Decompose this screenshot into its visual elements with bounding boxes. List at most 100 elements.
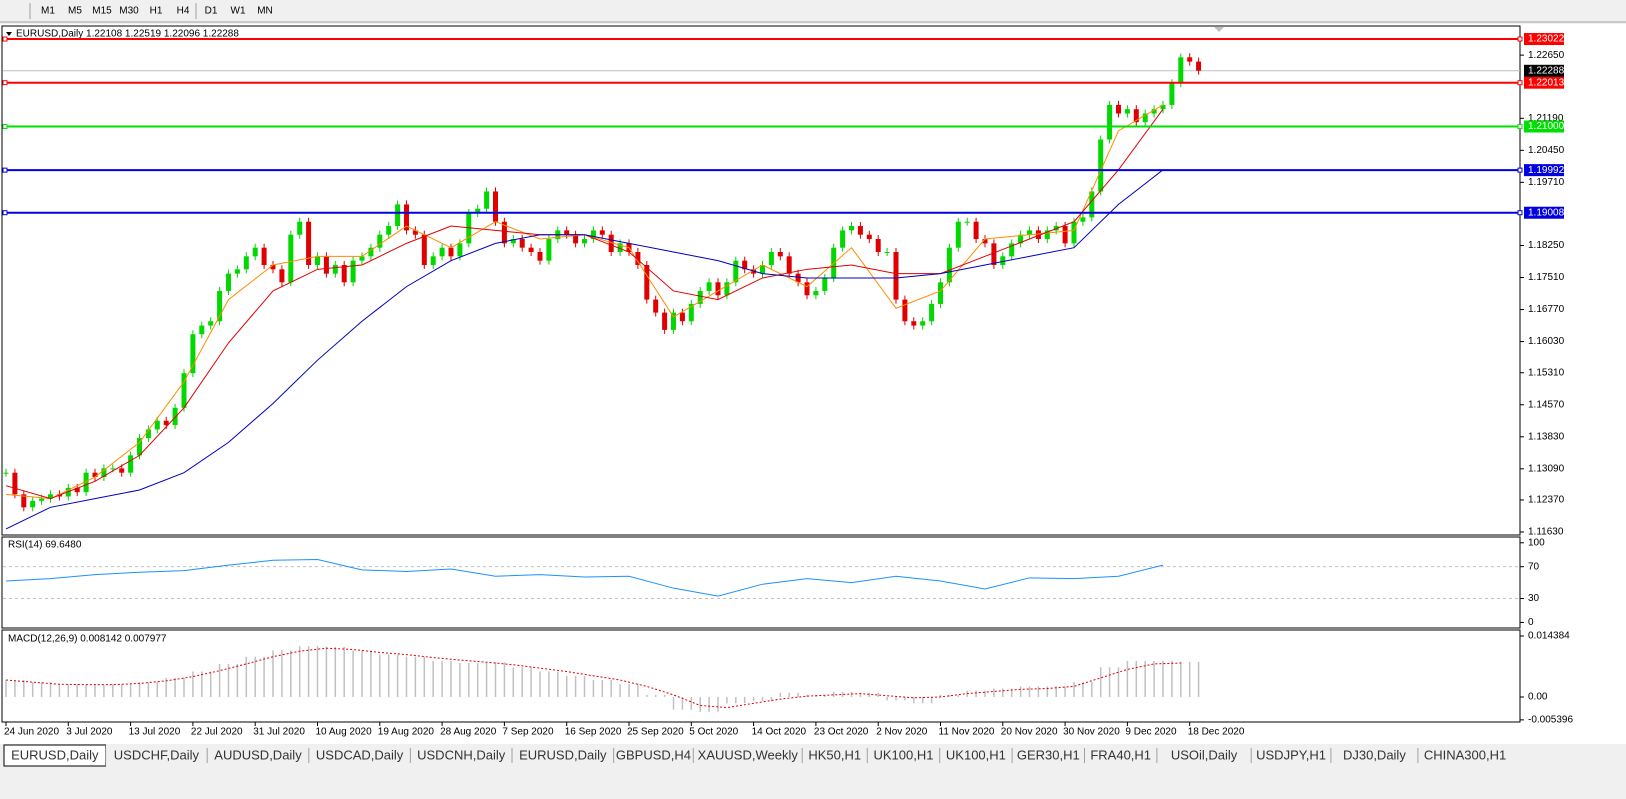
timeframe-label: MN — [257, 6, 273, 17]
x-tick-label: 28 Aug 2020 — [440, 727, 497, 738]
current-price-label: 1.22288 — [1528, 65, 1565, 76]
candle — [688, 303, 694, 322]
candle — [252, 247, 258, 257]
chart-tab[interactable]: EURUSD,Daily — [511, 745, 614, 766]
chart-tab[interactable]: FRA40,H1 — [1084, 745, 1157, 766]
candle — [929, 303, 935, 322]
candle — [74, 487, 80, 493]
tab-label: UK100,H1 — [946, 747, 1006, 762]
candle — [386, 226, 392, 235]
candle — [795, 273, 801, 283]
candle — [644, 264, 650, 300]
candle — [822, 277, 828, 291]
y-tick-label: 1.22650 — [1528, 50, 1565, 61]
candle — [501, 221, 507, 244]
candle — [582, 239, 587, 244]
timeframe-button[interactable]: W1 — [231, 6, 246, 17]
tab-box — [308, 745, 411, 766]
candle — [297, 221, 303, 235]
x-tick-label: 25 Sep 2020 — [627, 727, 684, 738]
candle — [857, 226, 863, 235]
candle — [715, 282, 721, 296]
candle — [261, 247, 267, 265]
timeframe-button[interactable]: M1 — [41, 6, 55, 17]
candle — [199, 325, 205, 335]
level-label-box — [1524, 206, 1564, 219]
tab-box — [1251, 745, 1331, 766]
timeframe-button[interactable]: MN — [257, 6, 273, 17]
chart-tab[interactable]: EURUSD,Daily — [3, 744, 107, 767]
tab-box — [867, 745, 940, 766]
y-tick-label: 1.18250 — [1528, 240, 1565, 251]
level-handle — [1517, 124, 1523, 130]
chart-tab[interactable]: USOil,Daily — [1156, 745, 1252, 766]
candle — [813, 290, 819, 296]
timeframe-button[interactable]: M15 — [92, 6, 112, 17]
chart-tab[interactable]: HK50,H1 — [801, 745, 868, 766]
y-tick-label: 1.21190 — [1528, 113, 1564, 124]
timeframe-button[interactable]: M5 — [68, 6, 82, 17]
y-tick-label: 1.13830 — [1528, 431, 1565, 442]
level-handle — [2, 80, 8, 86]
x-tick-label: 13 Jul 2020 — [129, 727, 181, 738]
candle — [341, 264, 347, 283]
chart-tab[interactable]: USDCAD,Daily — [308, 745, 411, 766]
timeframe-button[interactable]: H4 — [177, 6, 190, 17]
chart-tab[interactable]: UK100,H1 — [866, 745, 940, 766]
candle — [1187, 57, 1193, 62]
timeframe-label: W1 — [231, 6, 246, 17]
x-tick-label: 22 Jul 2020 — [191, 727, 243, 738]
candle — [573, 234, 579, 244]
candle — [786, 256, 792, 274]
tab-label: FRA40,H1 — [1090, 747, 1151, 762]
chart-tab[interactable]: USDCNH,Daily — [409, 745, 512, 766]
candle — [359, 256, 365, 261]
y-tick-label: 30 — [1528, 593, 1540, 604]
x-tick-label: 18 Dec 2020 — [1188, 727, 1245, 738]
candle — [804, 282, 810, 296]
tab-box — [105, 745, 208, 766]
candle — [1160, 104, 1166, 110]
candle — [1116, 104, 1121, 114]
chart-tab[interactable]: GER30,H1 — [1011, 745, 1085, 766]
level-handle — [1517, 167, 1523, 173]
timeframe-label: D1 — [205, 6, 218, 17]
tab-label: AUDUSD,Daily — [214, 747, 302, 762]
x-tick-label: 19 Aug 2020 — [378, 727, 435, 738]
timeframe-button[interactable]: M30 — [119, 6, 139, 17]
tab-label: CHINA300,H1 — [1424, 747, 1506, 762]
y-tick-label: 0 — [1528, 617, 1534, 628]
candle — [617, 243, 623, 253]
chart-tab[interactable]: USDCHF,Daily — [105, 745, 208, 766]
y-tick-label: 1.20450 — [1528, 145, 1565, 156]
candle — [279, 269, 285, 283]
x-tick-label: 7 Sep 2020 — [502, 727, 554, 738]
candle — [3, 472, 9, 474]
candle — [368, 247, 374, 257]
chart-tab[interactable]: DJ30,Daily — [1330, 745, 1418, 766]
chart-tab[interactable]: GBPUSD,H4 — [613, 745, 694, 766]
tab-box — [802, 745, 868, 766]
shift-marker — [1214, 27, 1224, 32]
tab-label: EURUSD,Daily — [519, 747, 607, 762]
level-label-box — [1524, 33, 1564, 46]
timeframe-button[interactable]: D1 — [205, 6, 218, 17]
x-tick-label: 14 Oct 2020 — [752, 727, 807, 738]
chart-tab[interactable]: XAUUSD,Weekly — [692, 745, 803, 766]
chart-tab[interactable]: UK100,H1 — [939, 745, 1013, 766]
candle — [777, 252, 783, 257]
toolbar — [0, 0, 1626, 22]
x-tick-label: 3 Jul 2020 — [66, 727, 113, 738]
date-axis — [0, 724, 1626, 744]
candle — [537, 252, 543, 261]
candle — [519, 239, 525, 248]
chart-tab[interactable]: USDJPY,H1 — [1250, 745, 1331, 766]
y-tick-label: 1.12370 — [1528, 495, 1565, 506]
chart-tab[interactable]: AUDUSD,Daily — [206, 745, 309, 766]
chart-tab[interactable]: CHINA300,H1 — [1417, 745, 1513, 766]
y-tick-label: -0.005396 — [1528, 715, 1573, 726]
candle — [1018, 234, 1024, 244]
candle — [662, 312, 668, 330]
timeframe-button[interactable]: H1 — [150, 6, 163, 17]
candle — [671, 312, 676, 330]
